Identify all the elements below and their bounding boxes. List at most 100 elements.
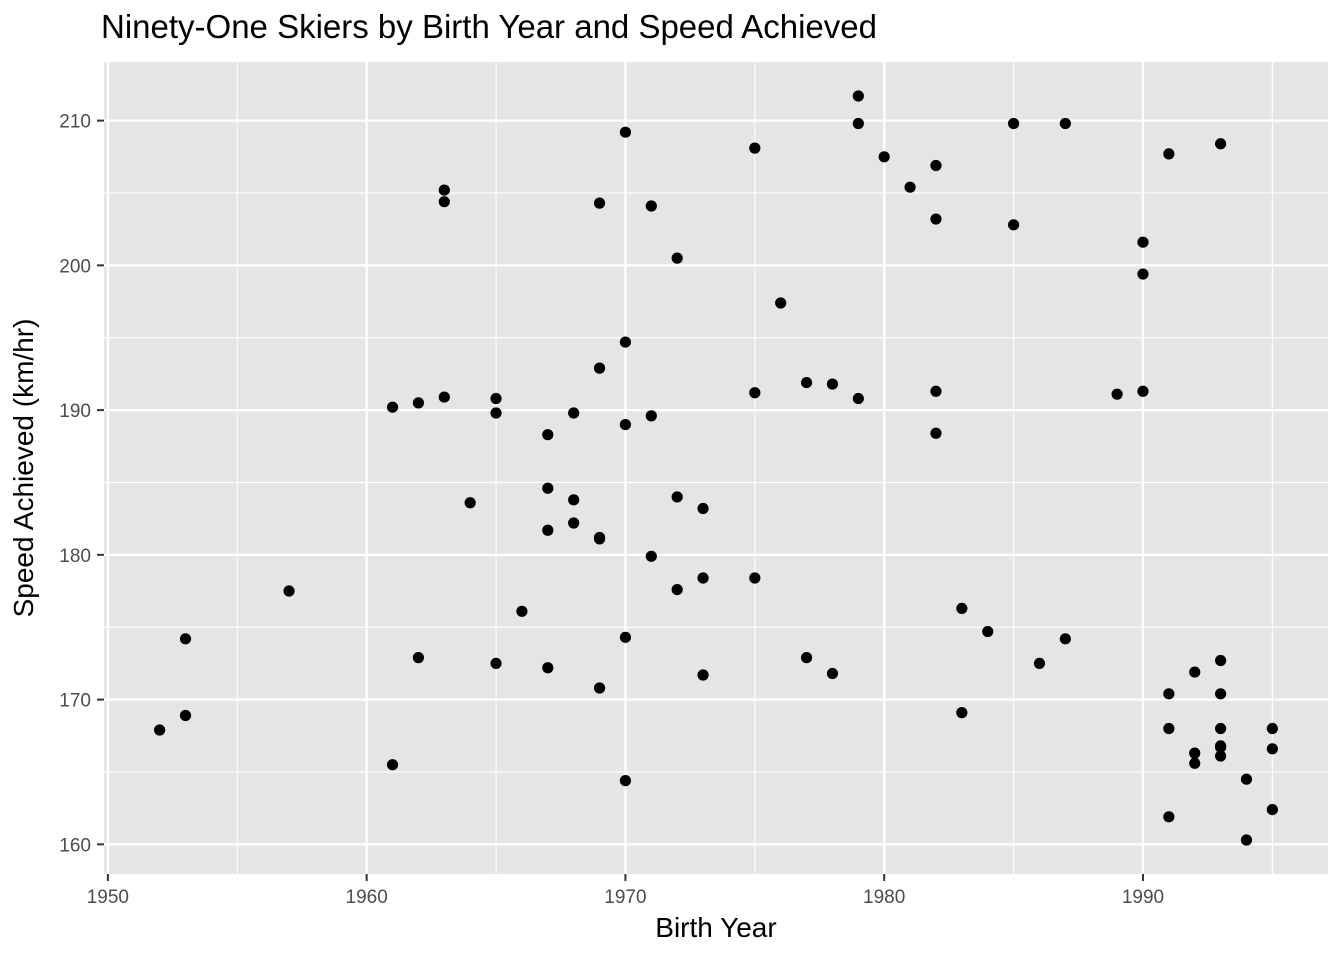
data-point [800,377,813,389]
data-point [1215,750,1227,762]
data-point [542,662,554,674]
data-point [1215,740,1227,752]
x-axis: 1950 1960 1970 1980 1990 [87,874,1164,908]
data-point [1189,666,1201,678]
data-point [1215,654,1227,667]
data-point [179,633,192,645]
data-point [645,550,657,562]
x-tick-label: 1990 [1122,887,1164,908]
data-points [154,90,1278,846]
data-point [878,151,890,163]
data-point [568,494,580,506]
data-point [619,418,632,431]
data-point [852,90,864,102]
data-point [412,652,425,664]
plot-panel [104,62,1328,874]
data-point [154,724,166,736]
y-tick-label: 210 [59,112,91,133]
x-tick-label: 1970 [604,887,646,908]
data-point [1137,236,1149,248]
data-point [1189,757,1201,769]
data-point [619,126,632,138]
data-point [386,759,399,771]
y-tick-label: 180 [59,546,91,567]
data-point [438,196,450,208]
data-point [1189,747,1201,759]
data-point [179,709,192,722]
data-point [697,502,709,515]
major-gridlines [104,62,1328,874]
data-point [1059,117,1071,130]
y-tick-label: 170 [59,691,91,712]
data-point [645,200,657,212]
data-point [697,572,709,584]
data-point [386,401,399,413]
data-point [671,491,683,503]
y-tick-label: 200 [59,256,91,277]
data-point [1137,268,1149,280]
data-point [593,362,606,374]
data-point [956,707,968,719]
data-point [1033,657,1046,670]
data-point [568,517,580,529]
y-axis: 160 170 180 190 200 210 [59,112,104,856]
data-point [619,336,632,348]
data-point [1240,773,1253,785]
data-point [1007,219,1020,231]
data-point [852,117,864,130]
data-point [464,497,476,509]
data-point [593,197,606,209]
data-point [930,213,942,225]
data-point [438,184,450,196]
data-point [671,583,683,596]
data-point [1266,743,1278,755]
data-point [1137,385,1149,397]
data-point [490,407,502,419]
data-point [490,657,502,670]
y-tick-label: 160 [59,835,91,856]
x-tick-label: 1980 [863,887,905,908]
data-point [1266,803,1278,816]
data-point [904,181,916,193]
x-tick-label: 1960 [346,887,388,908]
data-point [1163,811,1175,823]
data-point [1007,117,1020,130]
data-point [542,429,554,441]
x-axis-label: Birth Year [655,912,777,943]
data-point [1163,722,1175,735]
data-point [671,252,683,264]
data-point [749,572,761,584]
data-point [775,297,787,309]
data-point [1215,722,1227,735]
data-point [490,392,502,405]
data-point [800,652,813,664]
data-point [568,407,580,419]
data-point [542,482,554,494]
data-point [930,385,942,397]
data-point [749,142,761,154]
data-point [826,667,839,680]
data-point [1163,688,1175,700]
data-point [697,669,709,681]
data-point [619,631,632,643]
data-point [749,387,761,399]
data-point [645,410,657,422]
data-point [1266,722,1278,735]
data-point [1059,633,1071,645]
data-point [412,397,425,409]
data-point [1163,148,1175,160]
y-tick-label: 190 [59,401,91,422]
data-point [438,391,450,403]
data-point [1215,138,1227,150]
y-axis-label: Speed Achieved (km/hr) [8,318,39,618]
data-point [593,682,606,694]
data-point [930,427,942,439]
x-tick-label: 1950 [87,887,129,908]
data-point [283,585,295,597]
data-point [826,378,839,390]
data-point [516,605,528,617]
data-point [542,524,554,536]
data-point [619,775,632,787]
data-point [593,531,606,544]
